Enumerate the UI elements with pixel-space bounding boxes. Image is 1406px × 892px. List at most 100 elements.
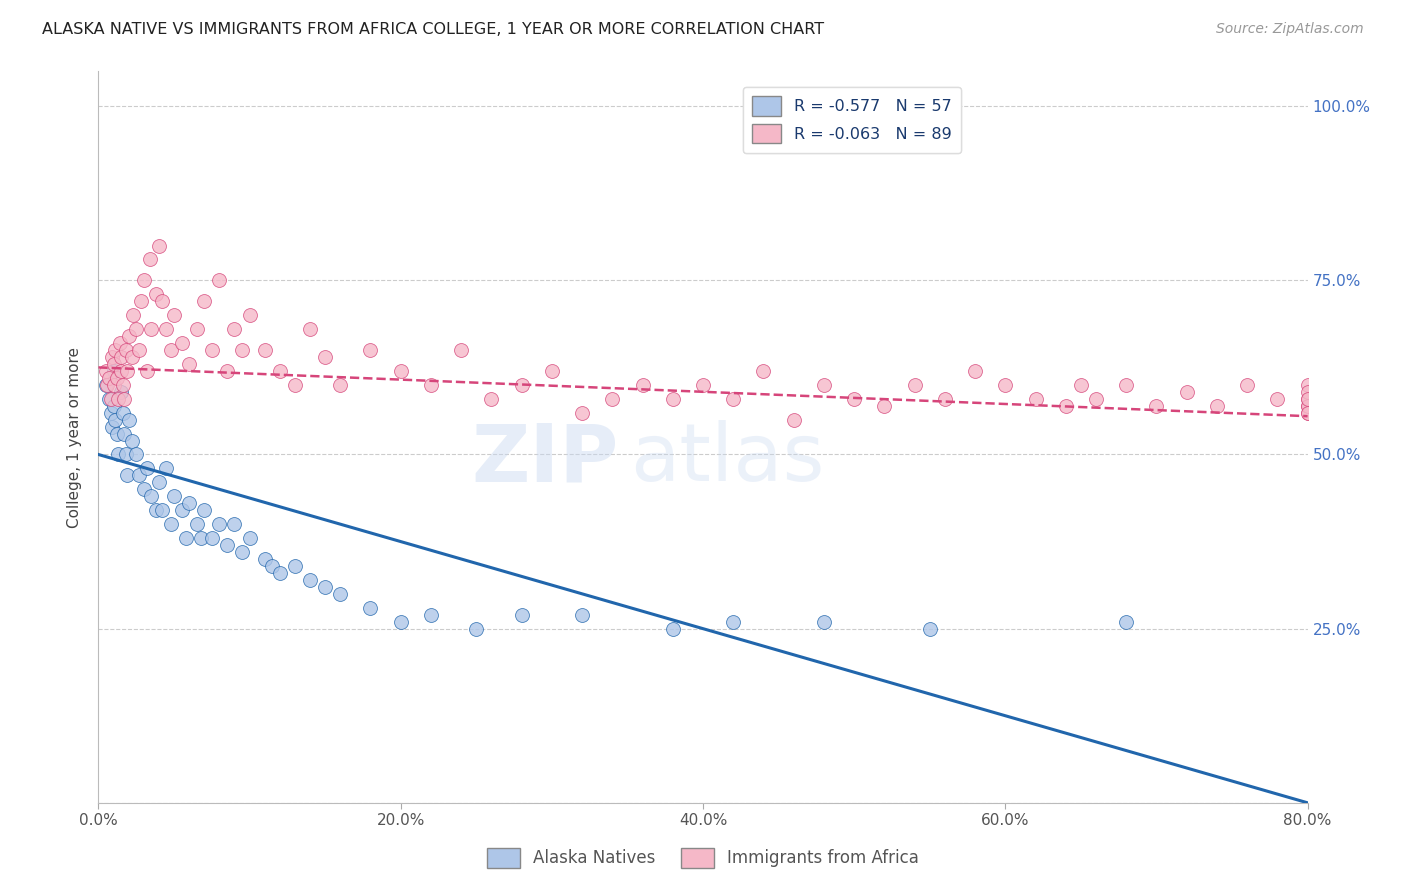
Point [186, 322, 208, 336]
Point [253, 343, 276, 357]
Point [105, 426, 128, 441]
Point [179, 496, 201, 510]
Point [190, 531, 212, 545]
Point [723, 615, 745, 629]
Point [112, 392, 135, 406]
Point [1236, 377, 1258, 392]
Point [329, 587, 352, 601]
Point [269, 566, 291, 580]
Point [360, 343, 382, 357]
Point [602, 392, 624, 406]
Point [450, 343, 472, 357]
Point [224, 517, 246, 532]
Point [125, 448, 148, 462]
Point [110, 384, 132, 399]
Point [101, 350, 124, 364]
Point [692, 377, 714, 392]
Point [918, 622, 941, 636]
Legend: R = -0.577   N = 57, R = -0.063   N = 89: R = -0.577 N = 57, R = -0.063 N = 89 [742, 87, 962, 153]
Point [128, 468, 150, 483]
Point [813, 615, 835, 629]
Point [111, 377, 134, 392]
Point [201, 343, 224, 357]
Point [571, 406, 593, 420]
Y-axis label: College, 1 year or more: College, 1 year or more [67, 347, 83, 527]
Point [208, 517, 231, 532]
Point [105, 371, 128, 385]
Point [103, 357, 125, 371]
Point [104, 412, 127, 426]
Point [118, 329, 141, 343]
Point [103, 377, 125, 392]
Point [100, 406, 122, 420]
Point [115, 468, 138, 483]
Point [155, 322, 177, 336]
Point [139, 252, 162, 267]
Point [481, 392, 503, 406]
Point [107, 448, 129, 462]
Point [783, 412, 806, 426]
Point [115, 364, 138, 378]
Point [121, 350, 143, 364]
Point [114, 343, 136, 357]
Point [934, 392, 956, 406]
Point [160, 343, 183, 357]
Point [269, 364, 291, 378]
Point [1296, 406, 1319, 420]
Point [94, 377, 117, 392]
Point [122, 308, 145, 322]
Point [510, 377, 533, 392]
Point [103, 364, 125, 378]
Point [571, 607, 593, 622]
Point [1115, 377, 1137, 392]
Point [904, 377, 927, 392]
Point [389, 615, 412, 629]
Point [215, 364, 238, 378]
Point [723, 392, 745, 406]
Point [1296, 399, 1319, 413]
Point [631, 377, 654, 392]
Point [148, 238, 170, 252]
Point [510, 607, 533, 622]
Point [107, 392, 129, 406]
Point [135, 364, 157, 378]
Point [231, 545, 253, 559]
Point [1024, 392, 1046, 406]
Point [540, 364, 562, 378]
Point [125, 322, 148, 336]
Point [174, 531, 197, 545]
Point [114, 448, 136, 462]
Point [160, 517, 183, 532]
Point [314, 580, 336, 594]
Text: Source: ZipAtlas.com: Source: ZipAtlas.com [1216, 22, 1364, 37]
Point [1296, 406, 1319, 420]
Point [844, 392, 866, 406]
Point [239, 308, 262, 322]
Text: ALASKA NATIVE VS IMMIGRANTS FROM AFRICA COLLEGE, 1 YEAR OR MORE CORRELATION CHAR: ALASKA NATIVE VS IMMIGRANTS FROM AFRICA … [42, 22, 824, 37]
Point [135, 461, 157, 475]
Point [661, 622, 683, 636]
Point [752, 364, 775, 378]
Point [94, 364, 117, 378]
Point [873, 399, 896, 413]
Point [1054, 399, 1077, 413]
Point [98, 392, 121, 406]
Point [329, 377, 352, 392]
Point [1267, 392, 1289, 406]
Text: ZIP: ZIP [471, 420, 619, 498]
Point [104, 343, 127, 357]
Point [132, 483, 155, 497]
Point [141, 322, 163, 336]
Legend: Alaska Natives, Immigrants from Africa: Alaska Natives, Immigrants from Africa [479, 841, 927, 875]
Point [186, 517, 208, 532]
Point [121, 434, 143, 448]
Point [253, 552, 276, 566]
Point [155, 461, 177, 475]
Point [239, 531, 262, 545]
Point [132, 273, 155, 287]
Point [314, 350, 336, 364]
Point [170, 503, 193, 517]
Point [1144, 399, 1167, 413]
Point [100, 392, 122, 406]
Point [163, 489, 186, 503]
